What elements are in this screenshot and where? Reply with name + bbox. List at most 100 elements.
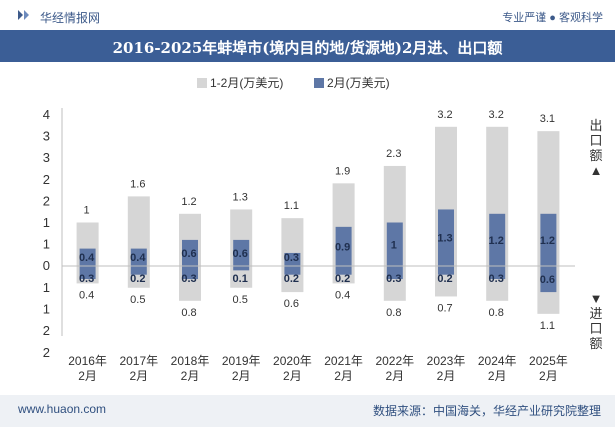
y-tick-label: 1: [43, 215, 50, 230]
data-label-total-export: 3.2: [437, 109, 452, 121]
data-label-feb-export: 0.9: [335, 241, 350, 253]
data-label-total-export: 1.6: [130, 178, 145, 190]
data-label-feb-export: 1: [391, 239, 397, 251]
upper-axis-label: 出口额▲: [589, 118, 602, 178]
bar-feb: [438, 209, 454, 275]
data-label-total-import: 1.1: [540, 320, 555, 332]
data-label-total-import: 0.5: [130, 294, 145, 306]
x-tick-label: 2月: [283, 369, 302, 383]
data-label-total-export: 3.2: [489, 109, 504, 121]
brand-name[interactable]: 华经情报网: [40, 11, 101, 25]
x-tick-label: 2022年: [375, 354, 414, 368]
data-label-feb-import: 0.2: [335, 273, 350, 285]
data-label-total-import: 0.8: [386, 307, 401, 319]
data-source: 数据来源：中国海关，华经产业研究院整理: [372, 404, 601, 418]
side-labels: 出口额▲▼进口额: [589, 118, 602, 351]
y-tick-label: 2: [43, 172, 50, 187]
legend: 1-2月(万美元) 2月(万美元): [197, 76, 390, 90]
data-label-feb-export: 0.3: [284, 252, 299, 264]
upper-axis-label-char: ▲: [590, 163, 603, 178]
data-label-total-import: 0.8: [489, 307, 504, 319]
y-tick-label: 4: [43, 107, 50, 122]
y-tick-label: 0: [43, 258, 50, 273]
x-tick-label: 2017年: [119, 354, 158, 368]
data-label-feb-import: 0.2: [437, 273, 452, 285]
data-label-total-import: 0.6: [284, 298, 299, 310]
chart-title: 2016-2025年蚌埠市(境内目的地/货源地)2月进、出口额: [112, 39, 503, 57]
bar-feb: [130, 248, 147, 275]
bar-feb: [335, 226, 352, 275]
data-label-feb-export: 0.6: [233, 248, 248, 260]
bar-feb: [79, 248, 96, 280]
x-tick-label: 2016年: [68, 354, 107, 368]
data-label-total-import: 0.7: [437, 302, 452, 314]
x-tick-label: 2月: [232, 369, 251, 383]
data-label-feb-import: 0.3: [386, 273, 401, 285]
data-label-total-export: 3.1: [540, 113, 555, 125]
legend-swatch-feb: [314, 78, 324, 88]
lower-axis-label-char: 口: [589, 321, 602, 336]
data-label-feb-import: 0.6: [540, 274, 555, 286]
upper-axis-label-char: 口: [589, 133, 602, 148]
x-tick-label: 2024年: [478, 354, 517, 368]
lower-axis-label-char: ▼: [590, 291, 603, 306]
legend-label-feb: 2月(万美元): [327, 76, 390, 90]
tagline: 专业严谨 ● 客观科学: [502, 12, 603, 24]
data-label-feb-import: 0.3: [181, 273, 196, 285]
bar-feb: [284, 252, 301, 275]
chart: 1-2月(万美元) 2月(万美元) 4 3 3 2 2 1 1 0 1 1 2 2 1 0.4 0.4 0.3…: [43, 76, 603, 383]
legend-label-total: 1-2月(万美元): [210, 76, 283, 90]
data-label-total-import: 0.5: [233, 294, 248, 306]
upper-axis-label-char: 额: [589, 148, 602, 163]
bar-feb: [540, 213, 557, 293]
x-tick-label: 2019年: [222, 354, 261, 368]
x-tick-label: 2月: [385, 369, 404, 383]
lower-axis-label-char: 进: [589, 306, 602, 321]
data-label-feb-import: 0.2: [130, 273, 145, 285]
x-tick-label: 2月: [78, 369, 97, 383]
x-tick-label: 2018年: [171, 354, 210, 368]
bar-feb: [233, 239, 250, 271]
data-label-feb-export: 0.4: [79, 252, 95, 264]
data-label-feb-import: 0.3: [79, 273, 94, 285]
data-label-feb-export: 1.2: [540, 235, 555, 247]
y-tick-label: 2: [43, 193, 50, 208]
y-tick-label: 2: [43, 345, 50, 360]
y-axis: 4 3 3 2 2 1 1 0 1 1 2 2: [43, 107, 63, 360]
data-label-total-export: 1.2: [181, 196, 196, 208]
y-tick-label: 2: [43, 323, 50, 338]
lower-axis-label: ▼进口额: [589, 291, 602, 351]
data-label-feb-import: 0.2: [284, 273, 299, 285]
x-tick-label: 2021年: [324, 354, 363, 368]
x-tick-label: 2月: [437, 369, 456, 383]
footer: [0, 395, 615, 427]
x-tick-label: 2023年: [427, 354, 466, 368]
data-label-total-export: 1.9: [335, 165, 350, 177]
y-tick-label: 3: [43, 129, 50, 144]
upper-axis-label-char: 出: [589, 118, 602, 133]
data-label-total-import: 0.4: [79, 289, 94, 301]
bars: 1 0.4 0.4 0.3 1.6 0.5 0.4 0.2 1.2 0.8 0.6 0.3 1.3 0.5…: [76, 109, 560, 332]
x-tick-label: 2020年: [273, 354, 312, 368]
x-tick-label: 2月: [488, 369, 507, 383]
legend-swatch-total: [197, 78, 207, 88]
data-label-total-import: 0.4: [335, 289, 350, 301]
data-label-total-import: 0.8: [181, 307, 196, 319]
y-tick-label: 3: [43, 150, 50, 165]
data-label-total-export: 1.3: [233, 191, 248, 203]
data-label-feb-export: 1.2: [489, 235, 504, 247]
y-tick-label: 1: [43, 280, 50, 295]
data-label-total-export: 1: [84, 205, 90, 217]
x-tick-label: 2025年: [529, 354, 568, 368]
x-axis: 2016年2月2017年2月2018年2月2019年2月2020年2月2021年…: [62, 265, 575, 383]
bar-feb: [182, 239, 198, 280]
data-label-total-export: 2.3: [386, 148, 401, 160]
header: [0, 0, 615, 30]
data-label-feb-import: 0.1: [233, 273, 248, 285]
data-label-feb-export: 1.3: [437, 233, 452, 245]
title-bar: [0, 30, 615, 62]
x-tick-label: 2月: [129, 369, 148, 383]
bar-feb: [386, 222, 403, 280]
bar-feb: [489, 213, 506, 280]
website-link[interactable]: www.huaon.com: [18, 402, 107, 416]
